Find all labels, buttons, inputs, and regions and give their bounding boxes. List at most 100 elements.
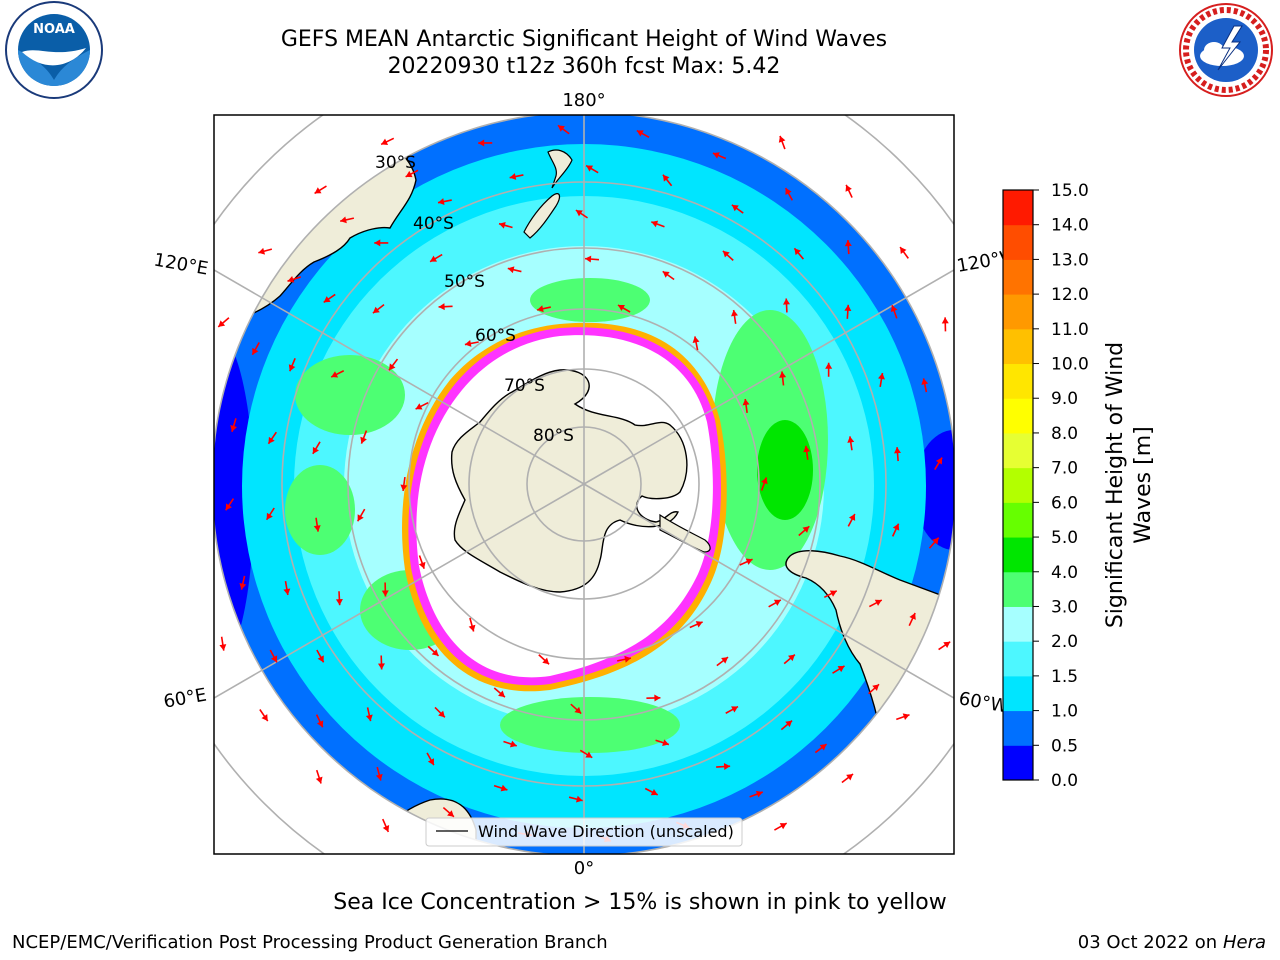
wave-direction-arrow <box>655 739 670 747</box>
colorbar-segment <box>1003 641 1033 677</box>
wave-direction-arrow <box>636 129 650 138</box>
wave-direction-arrow <box>438 303 453 311</box>
ocean-green-west-1 <box>295 355 405 435</box>
colorbar-segment <box>1003 502 1033 538</box>
wave-direction-arrow <box>844 304 852 319</box>
wave-direction-arrow <box>405 169 419 178</box>
wave-direction-arrow <box>437 198 452 206</box>
ocean-green-east-pacific-core <box>757 420 813 520</box>
lat-label-30s: 30°S <box>375 153 416 173</box>
colorbar-tick-label: 7.0 <box>1051 459 1078 479</box>
wave-direction-arrow <box>722 250 734 261</box>
wave-direction-arrow <box>374 239 389 247</box>
wave-direction-arrows <box>217 124 951 843</box>
wave-direction-arrow <box>283 581 291 596</box>
colorbar-segment <box>1003 537 1033 573</box>
colorbar-segment <box>1003 467 1033 503</box>
ocean-deep-blue-east <box>914 430 954 550</box>
wave-direction-arrow <box>217 317 230 328</box>
wave-direction-arrow <box>478 139 493 147</box>
wave-direction-arrow <box>340 216 355 224</box>
wave-direction-arrow <box>365 707 373 722</box>
lon-label-120e: 120°E <box>152 249 210 279</box>
wave-direction-arrow <box>330 370 345 378</box>
wave-direction-arrow <box>498 221 513 229</box>
antarctica-landmass <box>450 369 688 593</box>
wave-direction-arrow <box>692 336 700 351</box>
colorbar-segment <box>1003 606 1033 642</box>
colorbar-title-line: Significant Height of Wind <box>1103 341 1128 629</box>
wave-direction-arrow <box>716 763 731 771</box>
wave-direction-arrow <box>793 247 805 260</box>
colorbar-segment <box>1003 328 1033 365</box>
lon-label-60e: 60°E <box>162 684 208 712</box>
wave-direction-arrow <box>779 371 787 386</box>
ocean-green-south <box>500 697 680 753</box>
ocean-deep-blue-west <box>214 330 254 670</box>
wave-direction-arrow <box>312 441 321 455</box>
wave-direction-arrow <box>825 362 833 377</box>
wave-direction-arrow <box>251 342 260 356</box>
wave-direction-arrow <box>784 187 794 201</box>
wave-direction-arrow <box>847 513 856 527</box>
wave-direction-arrow <box>225 498 235 511</box>
wave-direction-arrow <box>400 476 408 492</box>
wave-direction-arrow <box>841 773 854 784</box>
colorbar-segment <box>1003 363 1033 399</box>
colorbar-tick-label: 10.0 <box>1051 355 1089 375</box>
wave-direction-arrow <box>427 645 440 657</box>
wave-direction-arrow <box>314 185 327 195</box>
colorbar-segment <box>1003 710 1033 746</box>
footer-branch: NCEP/EMC/Verification Post Processing Pr… <box>12 932 608 953</box>
wave-direction-arrow <box>575 209 589 219</box>
wave-direction-arrow <box>381 818 390 833</box>
wave-direction-arrow <box>258 247 273 255</box>
wave-direction-arrow <box>938 641 951 651</box>
lat-label-60s: 60°S <box>475 326 516 346</box>
colorbar-tick-label: 0.5 <box>1051 736 1078 756</box>
wave-direction-arrow <box>941 317 949 332</box>
wave-direction-arrow <box>783 653 796 665</box>
colorbar-segment <box>1003 571 1033 607</box>
colorbar-tick-label: 1.5 <box>1051 667 1078 687</box>
wave-direction-arrow <box>323 293 336 304</box>
colorbar-tick-label: 3.0 <box>1051 597 1078 617</box>
wave-direction-arrow <box>570 703 582 715</box>
wave-direction-arrow <box>426 752 435 766</box>
wave-direction-arrow <box>731 204 744 214</box>
wave-direction-arrow <box>356 508 366 522</box>
wave-direction-arrow <box>814 743 828 754</box>
noaa-logo: NOAA <box>5 1 103 99</box>
wave-direction-arrow <box>442 806 455 818</box>
wave-direction-arrow <box>934 457 943 470</box>
footer-date: 03 Oct 2022 on Hera <box>1078 932 1266 953</box>
colorbar-tick-label: 8.0 <box>1051 424 1078 444</box>
wave-direction-arrow <box>380 137 395 146</box>
colorbar-frame <box>1002 189 1034 781</box>
wave-direction-arrow <box>739 558 753 566</box>
wave-direction-arrow <box>316 649 325 663</box>
wave-direction-arrow <box>891 523 900 537</box>
plot-subtitle: 20220930 t12z 360h fcst Max: 5.42 <box>387 54 781 79</box>
colorbar-segment <box>1003 224 1033 260</box>
colorbar-tick-label: 4.0 <box>1051 563 1078 583</box>
colorbar-segment <box>1003 294 1033 330</box>
wave-direction-arrow <box>783 298 791 313</box>
colorbar-title-line: Waves [m] <box>1131 426 1156 544</box>
wave-direction-arrow <box>360 430 368 444</box>
wave-direction-arrow <box>219 636 227 651</box>
wave-direction-arrow <box>267 431 277 445</box>
lon-label-0: 0° <box>574 858 594 879</box>
wave-direction-arrow <box>585 164 599 174</box>
wave-direction-arrow <box>313 517 321 532</box>
wave-direction-arrow <box>651 220 665 228</box>
wave-direction-arrow <box>844 240 852 255</box>
colorbar-title: Significant Height of Wind Waves [m] <box>1102 342 1158 628</box>
lon-label-60w: 60°W <box>957 688 1010 717</box>
wave-direction-arrow <box>381 582 389 597</box>
wave-direction-arrow <box>725 705 739 714</box>
wave-direction-arrow <box>832 665 845 674</box>
nws-logo <box>1179 3 1273 97</box>
wave-direction-arrow <box>689 621 703 629</box>
ocean-green-west-2 <box>285 465 355 555</box>
